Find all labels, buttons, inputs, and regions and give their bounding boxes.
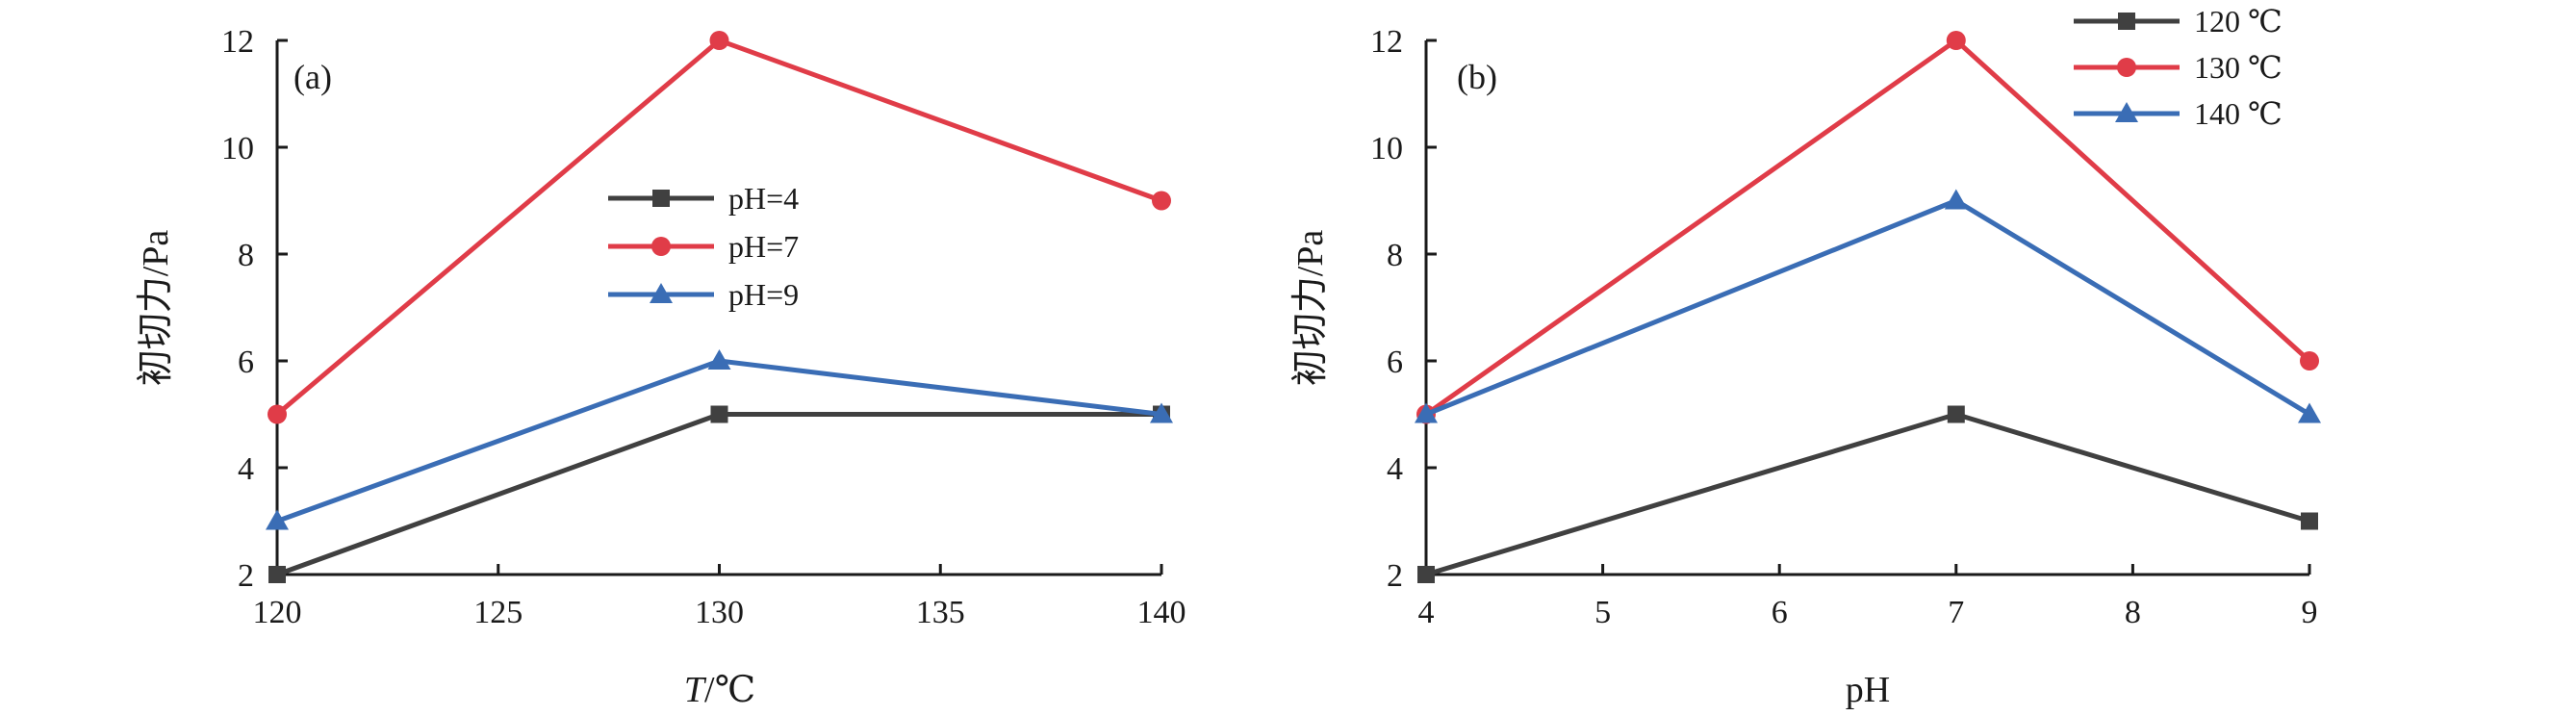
y-tick-label: 12 bbox=[1370, 24, 1403, 60]
panel-label-a: (a) bbox=[293, 58, 332, 96]
legend-label-b-0: 120 ℃ bbox=[2194, 4, 2283, 38]
y-tick-label: 10 bbox=[1370, 131, 1403, 166]
y-ticks-a: 2 4 6 8 10 12 bbox=[221, 24, 288, 594]
data-point-a-1-0 bbox=[268, 404, 287, 424]
data-point-a-0-1 bbox=[710, 405, 728, 423]
data-point-b-0-0 bbox=[1417, 566, 1435, 583]
y-axis-title-b: 初切力/Pa bbox=[1290, 230, 1331, 387]
legend-marker-b-2 bbox=[2115, 102, 2138, 122]
y-tick-label: 10 bbox=[221, 131, 254, 166]
x-axis-title-a-var: T bbox=[684, 670, 707, 710]
x-ticks-a: 120 125 130 135 140 bbox=[253, 564, 1186, 630]
x-tick-label: 6 bbox=[1772, 595, 1788, 630]
series-line-b-0 bbox=[1425, 412, 2310, 577]
y-tick-label: 12 bbox=[221, 24, 254, 60]
data-point-a-2-1 bbox=[707, 349, 731, 370]
legend-label-b-2: 140 ℃ bbox=[2194, 96, 2283, 131]
series-line-b-2 bbox=[1425, 198, 2311, 417]
axes-a bbox=[275, 40, 1161, 576]
series-layer-a bbox=[266, 31, 1173, 583]
y-tick-label: 6 bbox=[1387, 345, 1403, 380]
legend-label-a-1: pH=7 bbox=[728, 229, 799, 264]
x-axis-title-a-unit: /℃ bbox=[704, 670, 755, 710]
legend-label-a-2: pH=9 bbox=[728, 277, 799, 312]
x-tick-label: 120 bbox=[253, 595, 302, 630]
legend-a: pH=4 pH=7 pH=9 bbox=[608, 181, 799, 312]
legend-marker-b-1 bbox=[2117, 58, 2136, 77]
x-ticks-b: 4 5 6 7 8 9 bbox=[1418, 564, 2318, 630]
legend-marker-a-1 bbox=[651, 237, 671, 256]
y-tick-label: 8 bbox=[238, 238, 254, 273]
legend-label-b-1: 130 ℃ bbox=[2194, 50, 2283, 85]
y-tick-label: 2 bbox=[1387, 558, 1403, 594]
series-layer-b bbox=[1415, 31, 2321, 583]
x-tick-label: 8 bbox=[2125, 595, 2141, 630]
data-point-b-2-1 bbox=[1944, 189, 1968, 210]
data-point-a-2-0 bbox=[266, 509, 289, 530]
panel-label-b: (b) bbox=[1457, 58, 1497, 96]
data-point-b-2-0 bbox=[1415, 402, 1438, 423]
series-line-a-0 bbox=[276, 412, 1161, 577]
series-line-b-1 bbox=[1424, 38, 2311, 417]
x-axis-title-b: pH bbox=[1846, 670, 1890, 710]
axes-b bbox=[1424, 40, 2309, 576]
data-point-b-1-1 bbox=[1946, 31, 1966, 50]
data-point-a-1-2 bbox=[1152, 191, 1171, 211]
data-point-b-2-2 bbox=[2298, 402, 2321, 423]
x-tick-label: 5 bbox=[1594, 595, 1611, 630]
data-point-b-1-2 bbox=[2300, 351, 2319, 371]
data-point-b-0-2 bbox=[2301, 512, 2318, 530]
legend-marker-b-0 bbox=[2118, 13, 2135, 30]
x-tick-label: 140 bbox=[1137, 595, 1186, 630]
y-axis-title-a: 初切力/Pa bbox=[136, 230, 176, 387]
x-tick-label: 9 bbox=[2302, 595, 2318, 630]
y-tick-label: 4 bbox=[1387, 451, 1403, 487]
legend-b: 120 ℃ 130 ℃ 140 ℃ bbox=[2074, 4, 2283, 131]
series-line-a-2 bbox=[276, 358, 1162, 524]
y-tick-label: 8 bbox=[1387, 238, 1403, 273]
y-tick-label: 2 bbox=[238, 558, 254, 594]
data-point-a-1-1 bbox=[709, 31, 729, 50]
data-point-b-0-1 bbox=[1947, 405, 1965, 423]
y-tick-label: 6 bbox=[238, 345, 254, 380]
y-ticks-b: 2 4 6 8 10 12 bbox=[1370, 24, 1437, 594]
data-point-a-0-0 bbox=[268, 566, 286, 583]
x-tick-label: 4 bbox=[1418, 595, 1435, 630]
legend-marker-a-2 bbox=[650, 283, 673, 303]
x-tick-label: 135 bbox=[916, 595, 965, 630]
x-tick-label: 125 bbox=[473, 595, 523, 630]
legend-marker-a-0 bbox=[652, 190, 670, 207]
x-tick-label: 130 bbox=[695, 595, 744, 630]
x-tick-label: 7 bbox=[1948, 595, 1964, 630]
legend-label-a-0: pH=4 bbox=[728, 181, 799, 216]
y-tick-label: 4 bbox=[238, 451, 254, 487]
x-axis-title-a: T/℃ bbox=[684, 670, 755, 710]
data-point-a-2-2 bbox=[1150, 402, 1173, 423]
